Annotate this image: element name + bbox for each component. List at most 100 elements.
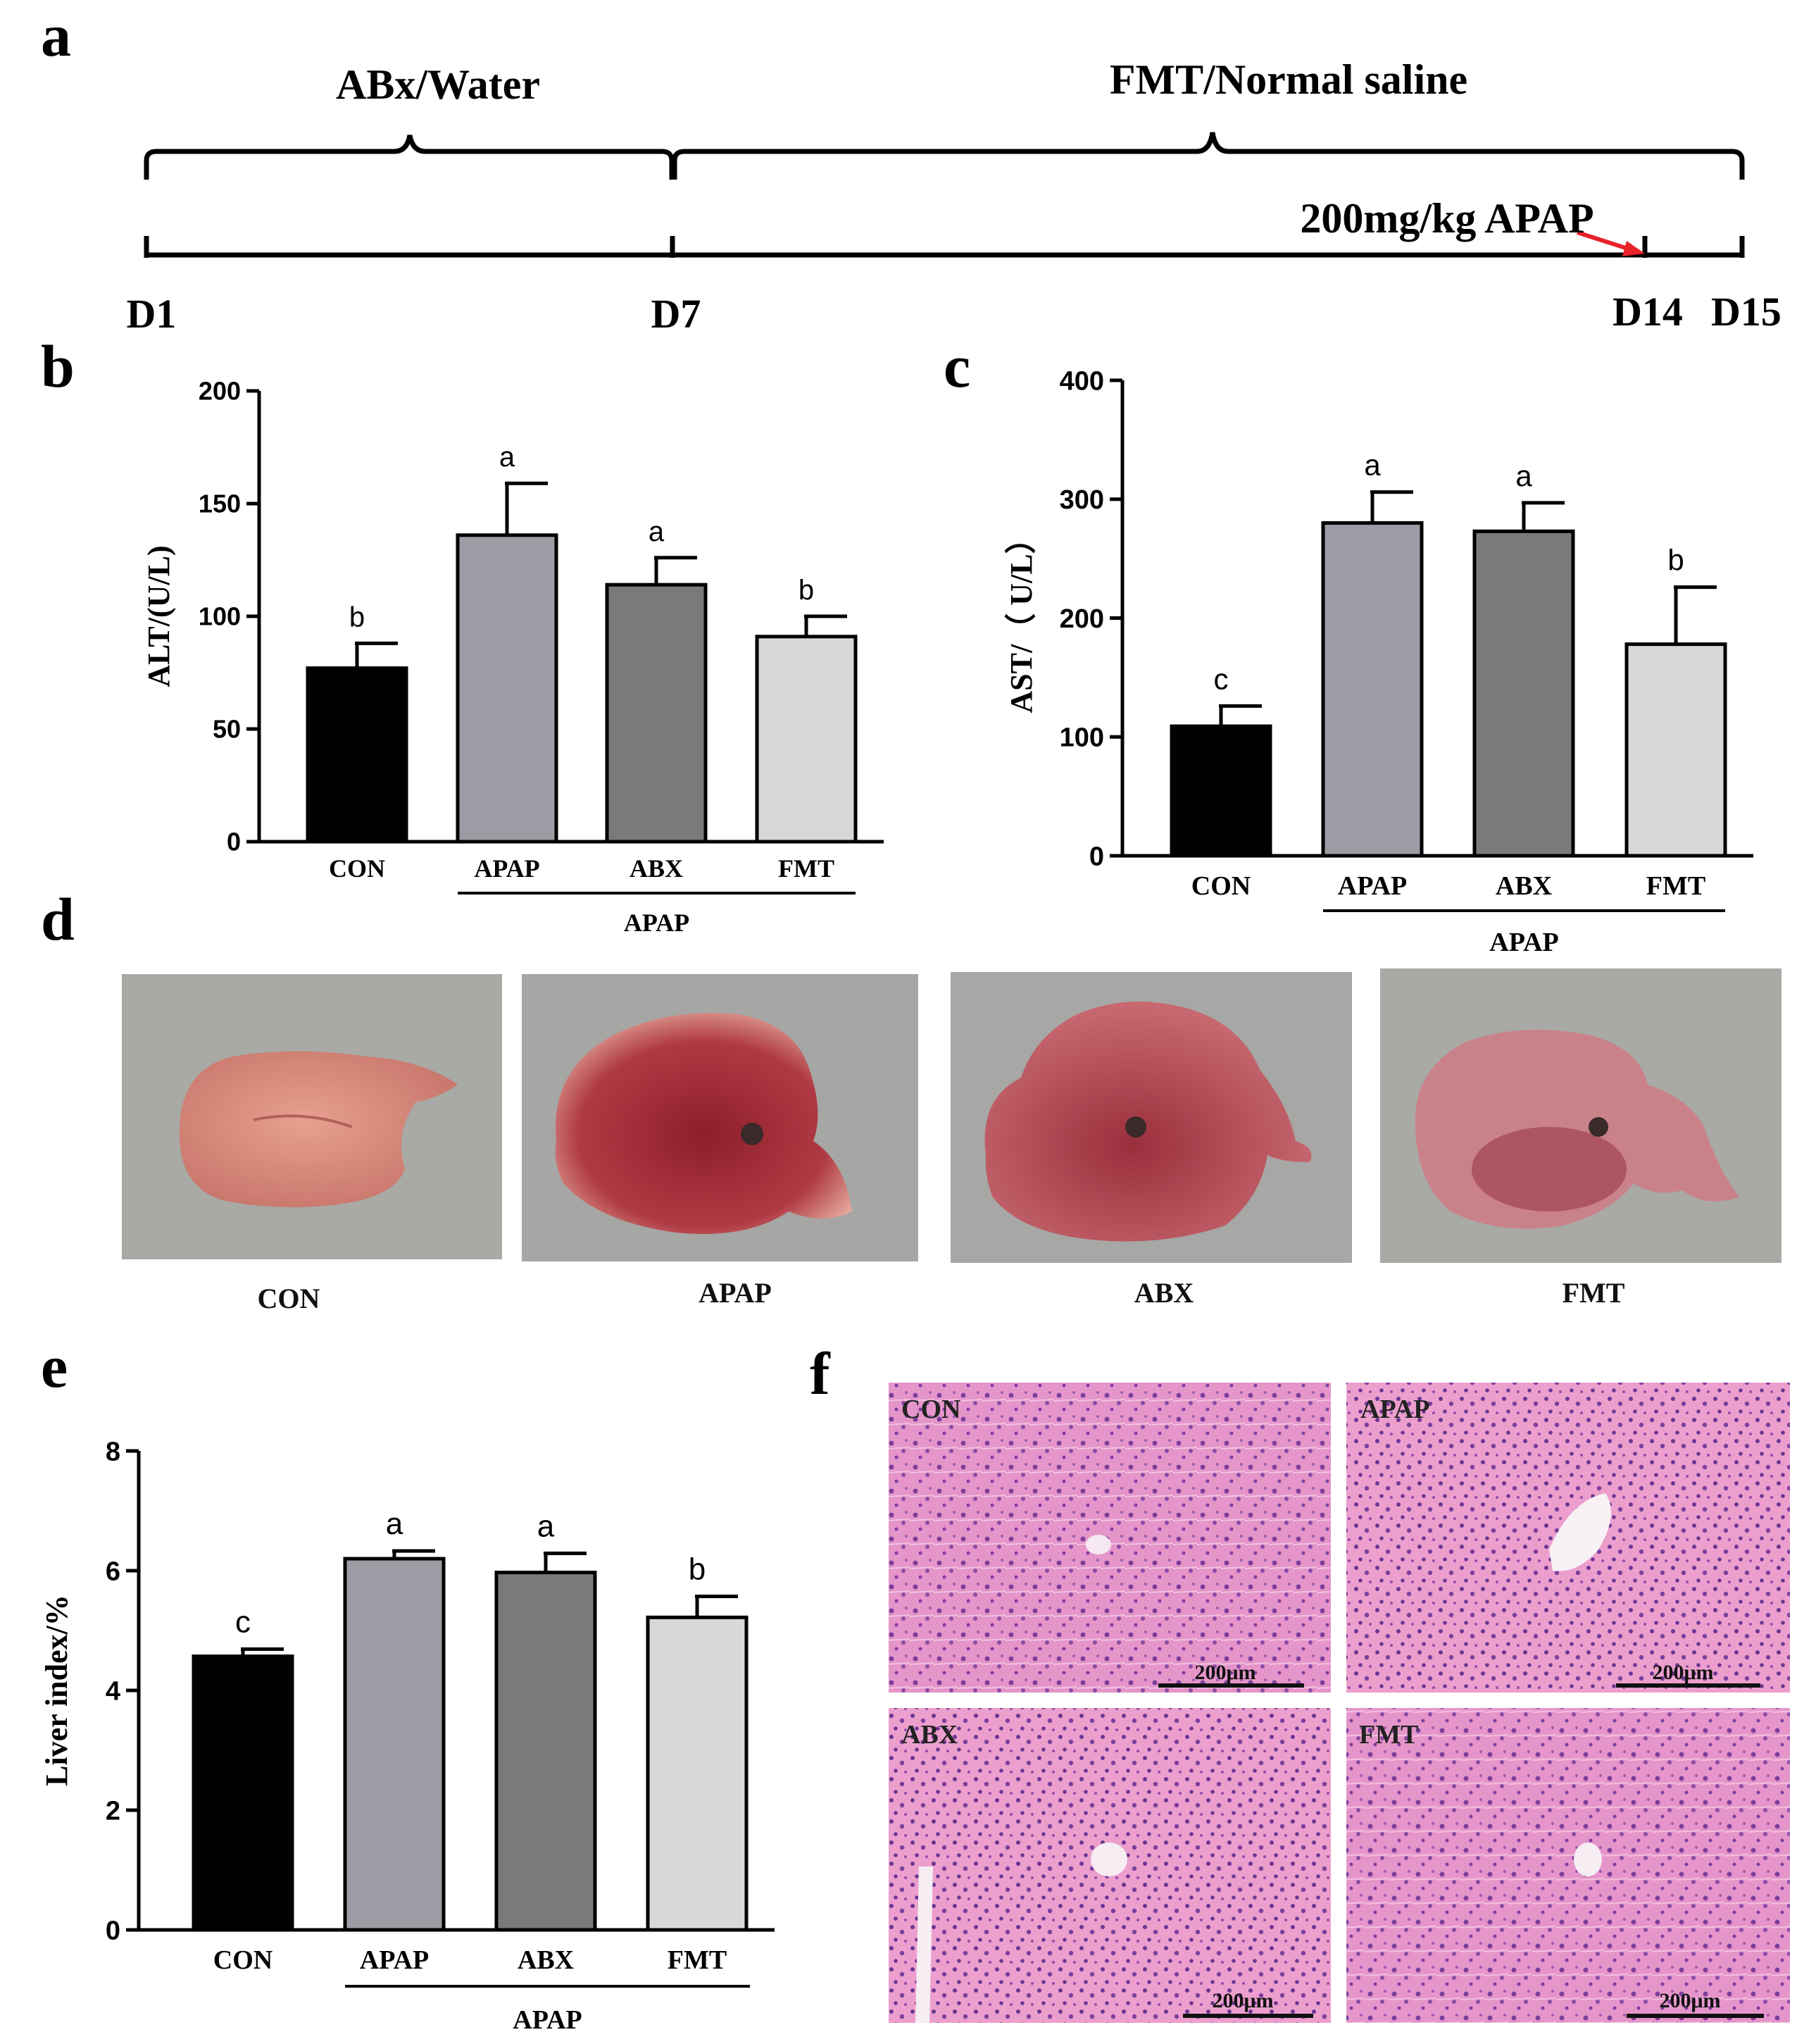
liver-index-category-apap: APAP <box>360 1945 430 1975</box>
panel-label-a: a <box>41 1 71 69</box>
liver-photo-con <box>122 974 502 1259</box>
timeline-label-abx-water: ABx/Water <box>336 61 540 108</box>
scale-label-fmt: 200μm <box>1660 1989 1721 2012</box>
alt-y-tick-label: 50 <box>213 715 241 744</box>
histology-fmt: FMT 200μm <box>1346 1708 1790 2023</box>
timeline: ABx/Water FMT/Normal saline 200mg/kg APA… <box>127 56 1781 337</box>
ast-significance-fmt: b <box>1667 544 1684 577</box>
liver-index-group-label: APAP <box>513 2005 582 2035</box>
ast-category-abx: ABX <box>1496 871 1552 901</box>
ast-significance-abx: a <box>1515 459 1532 492</box>
ast-chart: 0 100 200 300 400 AST/（ U/L） c CON a APAP a ABX b FMT… <box>1004 366 1753 957</box>
alt-chart: 0 50 100 150 200 ALT/(U/L) b CON a APAP a ABX b FMT AP… <box>142 377 884 937</box>
panel-label-f: f <box>810 1340 830 1407</box>
liver-index-y-tick-label: 6 <box>106 1557 120 1586</box>
liver-photo-label-con: CON <box>257 1283 320 1314</box>
alt-bar-con <box>306 666 408 844</box>
liver-index-category-abx: ABX <box>518 1945 574 1975</box>
panel-label-b: b <box>41 332 75 400</box>
ast-significance-apap: a <box>1364 449 1381 482</box>
liver-photo-label-apap: APAP <box>699 1277 772 1309</box>
ast-bar-apap <box>1321 521 1424 858</box>
liver-index-significance-fmt: b <box>689 1552 706 1587</box>
alt-category-apap: APAP <box>474 854 539 883</box>
liver-photo-fmt <box>1380 968 1781 1263</box>
ast-y-tick-label: 0 <box>1089 842 1104 871</box>
scale-label-apap: 200μm <box>1653 1661 1714 1684</box>
ast-y-tick-label: 200 <box>1060 604 1104 634</box>
liver-index-y-label: Liver index/% <box>39 1595 74 1786</box>
liver-index-category-con: CON <box>213 1945 273 1975</box>
liver-photo-apap <box>522 974 918 1261</box>
alt-significance-abx: a <box>649 516 665 547</box>
alt-bar-fmt <box>755 635 858 844</box>
alt-significance-apap: a <box>499 442 515 473</box>
apap-arrow <box>1577 230 1633 252</box>
ast-y-label: AST/（ U/L） <box>1004 523 1039 713</box>
scale-label-abx: 200μm <box>1213 1989 1274 2012</box>
liver-index-y-tick-label: 0 <box>106 1916 120 1945</box>
histology-abx: ABX 200μm <box>889 1708 1331 2023</box>
panel-label-e: e <box>41 1333 68 1400</box>
alt-y-tick-label: 200 <box>199 377 241 406</box>
histology-apap: APAP 200μm <box>1346 1383 1790 1693</box>
liver-index-bar-con <box>192 1654 294 1932</box>
liver-index-chart: 0 2 4 6 8 Liver index/% c CON a APAP a ABX b FMT APAP <box>39 1437 775 2035</box>
alt-bar-abx <box>605 582 708 844</box>
alt-category-con: CON <box>329 854 385 883</box>
histology-label-abx: ABX <box>901 1720 958 1750</box>
histology-con: CON 200μm <box>889 1383 1331 1693</box>
ast-category-apap: APAP <box>1338 871 1408 901</box>
liver-index-significance-apap: a <box>386 1507 403 1541</box>
ast-bar-con <box>1170 724 1272 858</box>
ast-group-label: APAP <box>1489 928 1559 957</box>
liver-photos <box>122 968 1781 1263</box>
liver-index-bar-abx <box>494 1571 597 1932</box>
panel-label-c: c <box>944 332 971 400</box>
timeline-day-d1: D1 <box>127 291 177 337</box>
alt-category-abx: ABX <box>630 854 683 883</box>
panel-label-d: d <box>41 885 75 953</box>
alt-bar-apap <box>456 533 558 844</box>
liver-index-y-tick-label: 4 <box>106 1676 120 1706</box>
liver-index-category-fmt: FMT <box>668 1945 727 1975</box>
ast-y-tick-label: 300 <box>1060 485 1104 515</box>
timeline-day-d15: D15 <box>1711 289 1781 335</box>
liver-index-significance-con: c <box>235 1604 251 1639</box>
alt-y-tick-label: 150 <box>199 490 241 518</box>
ast-category-con: CON <box>1191 871 1251 901</box>
liver-photo-label-fmt: FMT <box>1562 1277 1625 1309</box>
histology-label-apap: APAP <box>1360 1395 1430 1424</box>
liver-index-y-tick-label: 8 <box>106 1437 120 1466</box>
alt-significance-fmt: b <box>799 575 814 606</box>
timeline-label-fmt-saline: FMT/Normal saline <box>1110 56 1467 103</box>
ast-category-fmt: FMT <box>1646 871 1705 901</box>
liver-index-bar-apap <box>343 1557 446 1932</box>
histology-label-con: CON <box>901 1395 960 1424</box>
liver-index-bar-fmt <box>646 1615 749 1932</box>
ast-significance-con: c <box>1214 662 1229 695</box>
histology-grid: CON 200μm APAP 200μm ABX 200μm FMT 200μm <box>889 1383 1790 2023</box>
alt-y-tick-label: 0 <box>227 828 241 856</box>
ast-y-tick-label: 400 <box>1060 366 1104 396</box>
alt-significance-con: b <box>349 602 365 632</box>
timeline-bracket-right <box>672 132 1745 180</box>
alt-group-label: APAP <box>624 909 689 937</box>
timeline-day-d7: D7 <box>651 291 701 337</box>
ast-bar-abx <box>1472 529 1575 858</box>
apap-arrowhead <box>1622 241 1645 256</box>
liver-index-y-tick-label: 2 <box>106 1796 120 1826</box>
liver-index-significance-abx: a <box>537 1509 555 1543</box>
timeline-day-d14: D14 <box>1613 289 1683 335</box>
liver-photo-abx <box>951 972 1352 1263</box>
scale-label-con: 200μm <box>1195 1661 1256 1684</box>
timeline-bracket-left <box>144 135 675 180</box>
timeline-label-apap-dose: 200mg/kg APAP <box>1300 195 1593 242</box>
ast-y-tick-label: 100 <box>1060 723 1104 753</box>
alt-y-label: ALT/(U/L) <box>142 545 176 687</box>
alt-category-fmt: FMT <box>778 854 834 883</box>
alt-y-tick-label: 100 <box>199 602 241 631</box>
liver-photo-label-abx: ABX <box>1134 1277 1194 1309</box>
histology-label-fmt: FMT <box>1359 1720 1418 1750</box>
